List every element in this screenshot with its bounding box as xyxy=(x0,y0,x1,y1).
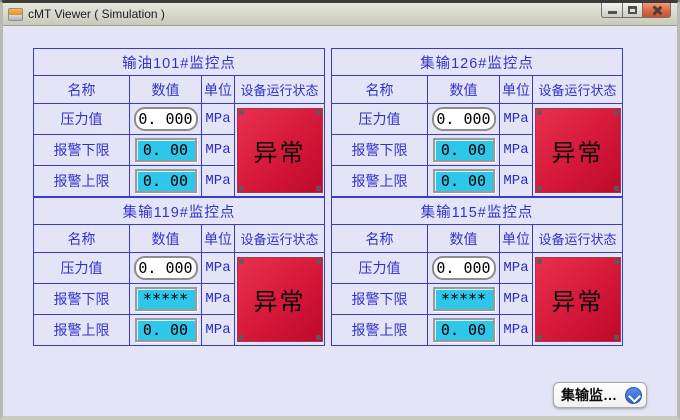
col-header-value: 数值 xyxy=(129,75,201,103)
unit-label: MPa xyxy=(499,252,532,283)
row-label: 压力值 xyxy=(34,103,129,134)
maximize-button[interactable] xyxy=(623,3,643,18)
value-cell: 0. 00 xyxy=(427,165,499,196)
status-text: 异常 xyxy=(254,282,306,317)
status-indicator: 异常 xyxy=(236,107,323,193)
unit-label: MPa xyxy=(499,103,532,134)
col-header-status: 设备运行状态 xyxy=(234,75,324,103)
alarm-high-input[interactable]: 0. 00 xyxy=(134,169,197,193)
alarm-high-input[interactable]: 0. 00 xyxy=(432,169,495,193)
unit-label: MPa xyxy=(201,103,234,134)
alarm-low-input[interactable]: 0. 00 xyxy=(134,138,197,162)
panel-title: 集输119#监控点 xyxy=(122,204,236,221)
col-header-unit: 单位 xyxy=(201,224,234,252)
status-indicator: 异常 xyxy=(236,256,323,342)
minimize-button[interactable] xyxy=(601,3,623,18)
col-header-status: 设备运行状态 xyxy=(532,75,622,103)
row-label: 报警上限 xyxy=(34,314,129,345)
unit-label: MPa xyxy=(499,314,532,345)
dropdown-label: 集输监… xyxy=(561,387,617,403)
minimize-icon xyxy=(608,11,617,14)
col-header-value: 数值 xyxy=(427,75,499,103)
status-cell: 异常 xyxy=(234,252,324,345)
monitor-panel: 集输119#监控点 名称 数值 单位 设备运行状态 压力值 0. 000 MPa… xyxy=(33,197,325,346)
pressure-readout: 0. 000 xyxy=(133,256,198,280)
col-header-value: 数值 xyxy=(427,224,499,252)
value-cell: 0. 000 xyxy=(427,252,499,283)
window-title: cMT Viewer ( Simulation ) xyxy=(28,7,165,21)
value-cell: 0. 00 xyxy=(129,165,201,196)
unit-label: MPa xyxy=(201,314,234,345)
col-header-value: 数值 xyxy=(129,224,201,252)
monitor-panel: 输油101#监控点 名称 数值 单位 设备运行状态 压力值 0. 000 MPa… xyxy=(33,48,325,197)
status-cell: 异常 xyxy=(234,103,324,196)
unit-label: MPa xyxy=(499,283,532,314)
alarm-high-input[interactable]: 0. 00 xyxy=(432,318,495,342)
monitor-panel: 集输126#监控点 名称 数值 单位 设备运行状态 压力值 0. 000 MPa… xyxy=(331,48,623,197)
value-cell: 0. 000 xyxy=(129,103,201,134)
col-header-status: 设备运行状态 xyxy=(532,224,622,252)
pressure-readout: 0. 000 xyxy=(133,107,198,131)
panels-grid: 输油101#监控点 名称 数值 单位 设备运行状态 压力值 0. 000 MPa… xyxy=(33,48,623,346)
col-header-unit: 单位 xyxy=(499,75,532,103)
value-cell: ***** xyxy=(129,283,201,314)
unit-label: MPa xyxy=(201,252,234,283)
row-label: 报警下限 xyxy=(34,283,129,314)
status-text: 异常 xyxy=(552,282,604,317)
alarm-low-input[interactable]: 0. 00 xyxy=(432,138,495,162)
value-cell: 0. 00 xyxy=(129,314,201,345)
value-cell: 0. 00 xyxy=(427,314,499,345)
value-cell: 0. 000 xyxy=(129,252,201,283)
close-button[interactable] xyxy=(643,3,671,18)
row-label: 压力值 xyxy=(332,103,427,134)
row-label: 报警上限 xyxy=(34,165,129,196)
page-select-dropdown[interactable]: 集输监… xyxy=(553,382,647,408)
value-cell: 0. 00 xyxy=(427,134,499,165)
row-label: 报警上限 xyxy=(332,165,427,196)
chevron-down-icon xyxy=(625,386,642,404)
status-cell: 异常 xyxy=(532,252,622,345)
maximize-icon xyxy=(628,6,637,14)
monitor-panel: 集输115#监控点 名称 数值 单位 设备运行状态 压力值 0. 000 MPa… xyxy=(331,197,623,346)
col-header-name: 名称 xyxy=(34,224,129,252)
col-header-unit: 单位 xyxy=(201,75,234,103)
alarm-high-input[interactable]: 0. 00 xyxy=(134,318,197,342)
unit-label: MPa xyxy=(499,134,532,165)
col-header-status: 设备运行状态 xyxy=(234,224,324,252)
row-label: 报警下限 xyxy=(332,134,427,165)
panel-title: 集输126#监控点 xyxy=(420,55,534,72)
alarm-low-input[interactable]: ***** xyxy=(134,287,197,311)
row-label: 报警上限 xyxy=(332,314,427,345)
alarm-low-input[interactable]: ***** xyxy=(432,287,495,311)
col-header-name: 名称 xyxy=(332,75,427,103)
status-indicator: 异常 xyxy=(534,256,621,342)
value-cell: ***** xyxy=(427,283,499,314)
pressure-readout: 0. 000 xyxy=(431,107,496,131)
status-indicator: 异常 xyxy=(534,107,621,193)
unit-label: MPa xyxy=(201,134,234,165)
row-label: 压力值 xyxy=(332,252,427,283)
unit-label: MPa xyxy=(201,283,234,314)
row-label: 压力值 xyxy=(34,252,129,283)
col-header-unit: 单位 xyxy=(499,224,532,252)
panel-title: 集输115#监控点 xyxy=(420,204,534,221)
row-label: 报警下限 xyxy=(34,134,129,165)
col-header-name: 名称 xyxy=(34,75,129,103)
col-header-name: 名称 xyxy=(332,224,427,252)
app-icon xyxy=(8,7,23,21)
window-controls xyxy=(601,3,671,18)
row-label: 报警下限 xyxy=(332,283,427,314)
value-cell: 0. 00 xyxy=(129,134,201,165)
unit-label: MPa xyxy=(201,165,234,196)
unit-label: MPa xyxy=(499,165,532,196)
status-cell: 异常 xyxy=(532,103,622,196)
status-text: 异常 xyxy=(254,133,306,168)
titlebar[interactable]: cMT Viewer ( Simulation ) xyxy=(3,3,677,26)
panel-title: 输油101#监控点 xyxy=(122,55,236,72)
pressure-readout: 0. 000 xyxy=(431,256,496,280)
status-text: 异常 xyxy=(552,133,604,168)
value-cell: 0. 000 xyxy=(427,103,499,134)
hmi-screen: 输油101#监控点 名称 数值 单位 设备运行状态 压力值 0. 000 MPa… xyxy=(3,27,677,416)
